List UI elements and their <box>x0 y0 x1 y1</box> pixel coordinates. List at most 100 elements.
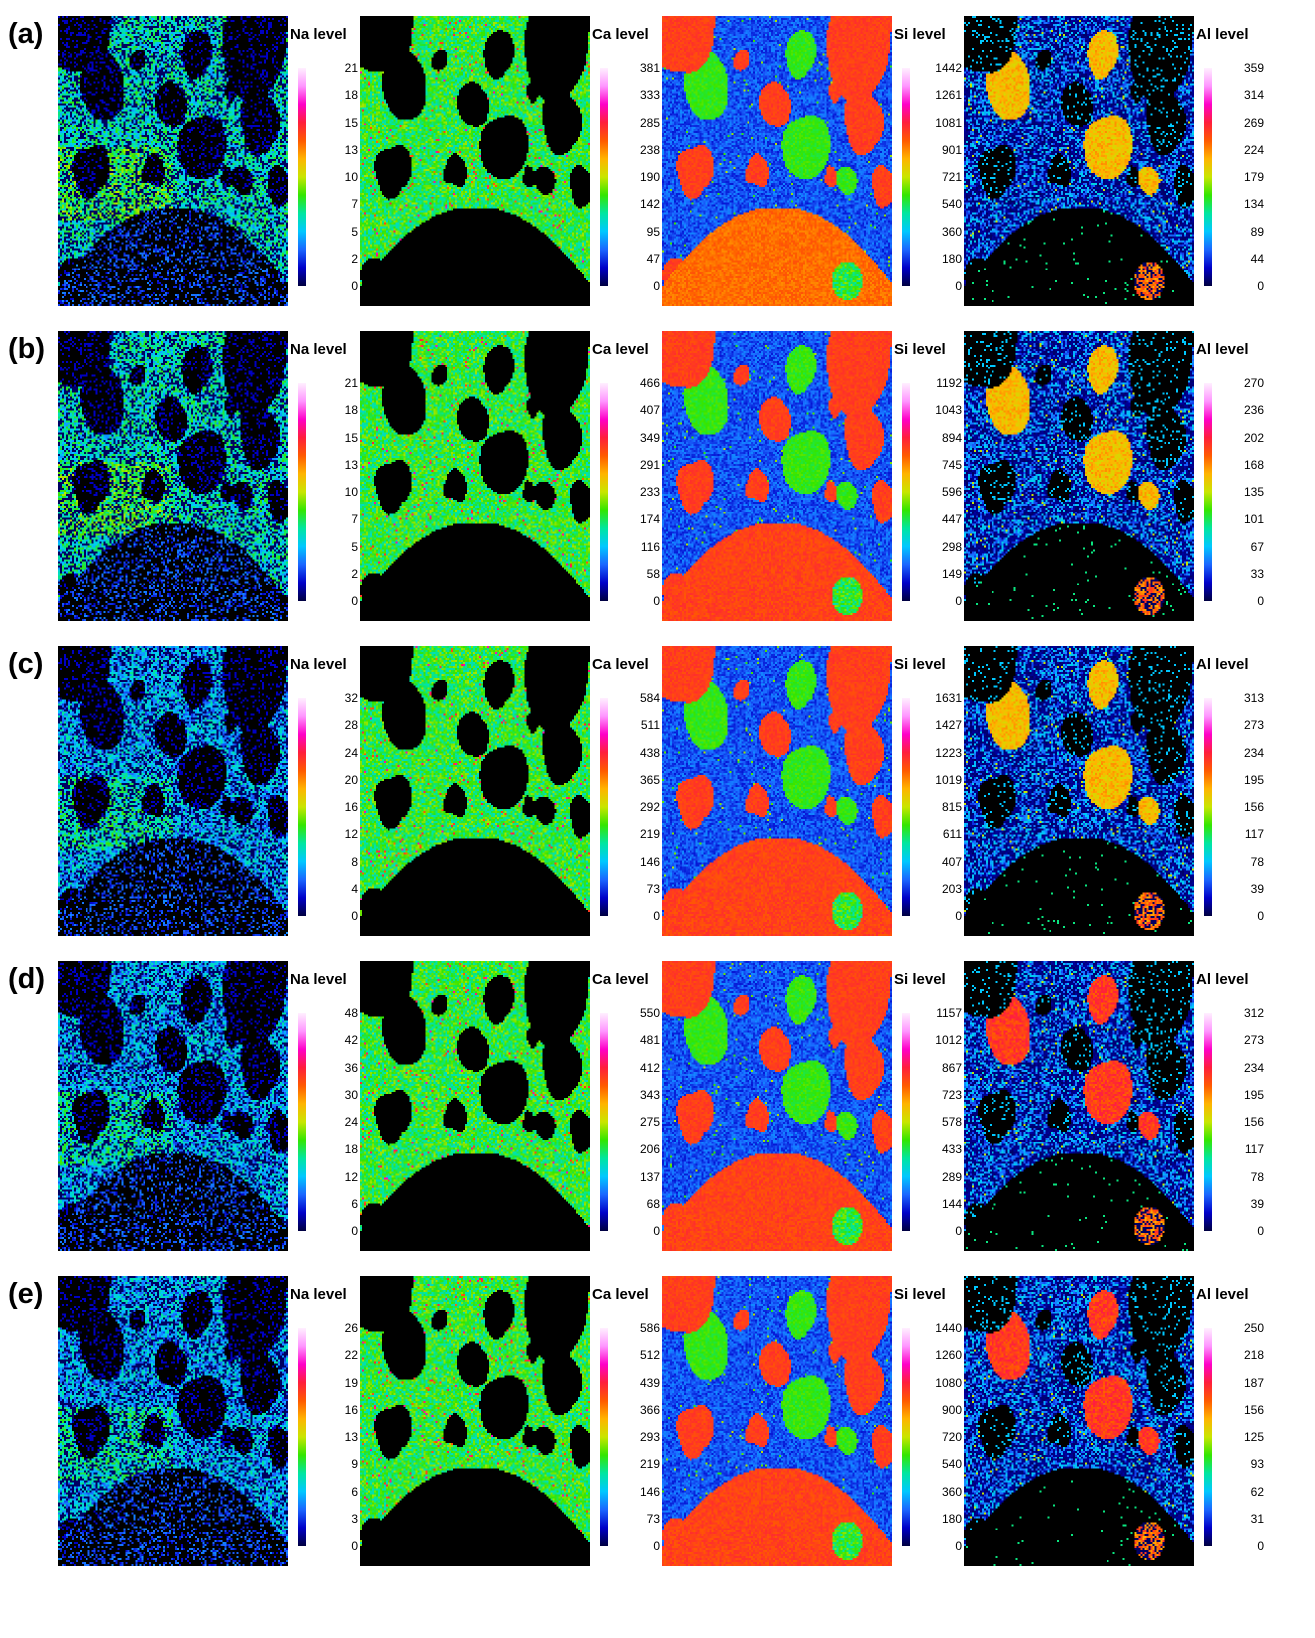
colorbar-tick-label: 273 <box>1243 1033 1264 1048</box>
colorbar-tick-label: 0 <box>1257 909 1264 923</box>
al-map-image <box>964 16 1194 306</box>
colorbar-tick-label: 1192 <box>936 376 962 390</box>
colorbar-tick-label: 116 <box>640 539 660 554</box>
colorbar-tick-label: 206 <box>639 1142 660 1157</box>
ca-element-map <box>360 16 590 306</box>
colorbar-tick-label: 0 <box>1257 1224 1264 1238</box>
colorbar-tick-label: 584 <box>639 691 660 705</box>
colorbar-tick-label: 174 <box>639 512 660 527</box>
colorbar <box>298 383 306 601</box>
na-element-map <box>58 961 288 1251</box>
colorbar-tick-label: 101 <box>1243 512 1264 527</box>
ca-element-map <box>360 961 590 1251</box>
colorbar-tick-label: 21 <box>344 61 358 75</box>
colorbar-tick-label: 39 <box>1250 881 1264 896</box>
colorbar-tick-label: 195 <box>1243 1087 1264 1102</box>
colorbar-tick-label: 0 <box>1257 279 1264 293</box>
colorbar-tick-label: 8 <box>351 854 358 869</box>
colorbar-tick-label: 78 <box>1250 854 1264 869</box>
colorbar-tick-label: 900 <box>941 1402 962 1417</box>
colorbar-tick-label: 0 <box>653 279 660 293</box>
colorbar-tick-label: 0 <box>653 1224 660 1238</box>
colorbar-tick-label: 269 <box>1243 115 1264 130</box>
al-element-map <box>964 646 1194 936</box>
colorbar-tick-label: 18 <box>344 1142 358 1157</box>
colorbar-tick-label: 901 <box>941 142 962 157</box>
colorbar-title: Na level <box>290 26 347 43</box>
colorbar-tick-label: 1440 <box>935 1321 962 1335</box>
colorbar-tick-label: 67 <box>1250 539 1264 554</box>
si-element-map <box>662 16 892 306</box>
colorbar-tick-label: 137 <box>639 1169 660 1184</box>
colorbar-tick-label: 0 <box>351 1224 358 1238</box>
na-map-image <box>58 1276 288 1566</box>
colorbar-tick-label: 202 <box>1243 430 1264 445</box>
colorbar-tick-label: 19 <box>344 1375 358 1390</box>
colorbar <box>902 68 910 286</box>
colorbar <box>1204 698 1212 916</box>
colorbar-tick-label: 0 <box>653 909 660 923</box>
colorbar-tick-label: 32 <box>344 691 358 705</box>
colorbar-tick-label: 5 <box>351 224 358 239</box>
colorbar <box>1204 1328 1212 1546</box>
colorbar-tick-label: 89 <box>1250 224 1264 239</box>
al-map-image <box>964 961 1194 1251</box>
colorbar-title: Al level <box>1196 1286 1249 1303</box>
colorbar-tick-label: 270 <box>1243 376 1264 390</box>
panel-label: (c) <box>8 648 44 680</box>
colorbar <box>600 698 608 916</box>
colorbar-tick-label: 381 <box>639 61 660 75</box>
colorbar-tick-label: 298 <box>941 539 962 554</box>
al-element-map <box>964 1276 1194 1566</box>
colorbar-tick-label: 360 <box>941 224 962 239</box>
colorbar <box>298 1013 306 1231</box>
na-element-map <box>58 1276 288 1566</box>
colorbar-tick-label: 6 <box>351 1196 358 1211</box>
colorbar-tick-label: 12 <box>344 827 358 842</box>
colorbar-tick-label: 95 <box>646 224 660 239</box>
colorbar <box>902 1328 910 1546</box>
colorbar-tick-label: 6 <box>351 1484 358 1499</box>
colorbar-tick-label: 30 <box>344 1087 358 1102</box>
si-map-image <box>662 1276 892 1566</box>
colorbar-title: Ca level <box>592 1286 649 1303</box>
colorbar-tick-label: 481 <box>639 1033 660 1048</box>
colorbar-tick-label: 439 <box>639 1375 660 1390</box>
colorbar-tick-label: 0 <box>955 279 962 293</box>
na-element-map <box>58 646 288 936</box>
colorbar-tick-label: 142 <box>639 197 660 212</box>
colorbar-title: Ca level <box>592 26 649 43</box>
colorbar-tick-label: 180 <box>941 251 962 266</box>
colorbar-tick-label: 149 <box>941 566 962 581</box>
colorbar-tick-label: 1223 <box>935 745 962 760</box>
colorbar <box>298 698 306 916</box>
colorbar-tick-label: 146 <box>639 854 660 869</box>
colorbar-tick-label: 47 <box>646 251 660 266</box>
colorbar-tick-label: 412 <box>639 1060 660 1075</box>
colorbar-tick-label: 62 <box>1250 1484 1264 1499</box>
panel-row-e: (e) Na level 26 22 19 16 13 9 6 3 0 Ca level 586 512 4… <box>0 1276 1315 1576</box>
colorbar-tick-label: 187 <box>1243 1375 1264 1390</box>
colorbar-tick-label: 236 <box>1243 403 1264 418</box>
colorbar-tick-label: 289 <box>941 1169 962 1184</box>
colorbar-tick-label: 433 <box>941 1142 962 1157</box>
si-element-map <box>662 646 892 936</box>
al-map-image <box>964 646 1194 936</box>
colorbar-tick-label: 0 <box>955 1224 962 1238</box>
colorbar-tick-label: 0 <box>1257 1539 1264 1553</box>
colorbar-tick-label: 218 <box>1243 1348 1264 1363</box>
colorbar-tick-label: 168 <box>1243 457 1264 472</box>
al-element-map <box>964 961 1194 1251</box>
colorbar-tick-label: 117 <box>1244 827 1264 842</box>
colorbar-tick-label: 1081 <box>935 115 962 130</box>
colorbar <box>1204 1013 1212 1231</box>
colorbar-tick-label: 273 <box>1243 718 1264 733</box>
colorbar-tick-label: 0 <box>351 279 358 293</box>
colorbar-tick-label: 815 <box>941 800 962 814</box>
colorbar-tick-label: 190 <box>639 170 660 184</box>
colorbar-tick-label: 219 <box>639 1457 660 1472</box>
colorbar-tick-label: 745 <box>941 457 962 472</box>
colorbar <box>902 383 910 601</box>
panel-row-a: (a) Na level 21 18 15 13 10 7 5 2 0 Ca level 381 333 2… <box>0 16 1315 316</box>
colorbar-tick-label: 250 <box>1243 1321 1264 1335</box>
